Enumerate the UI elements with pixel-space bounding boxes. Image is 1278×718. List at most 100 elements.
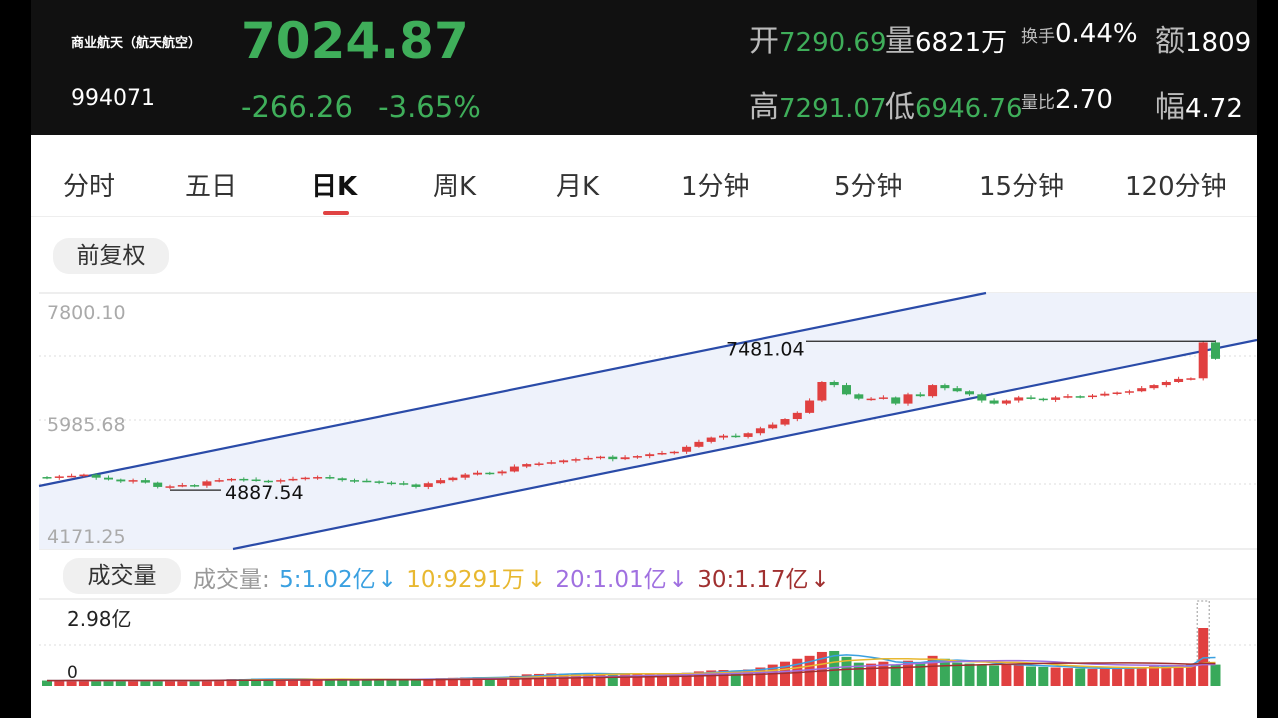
volume-bar-18 — [263, 678, 274, 686]
stat-volume-ratio: 量比2.70 — [1021, 85, 1113, 115]
candle-body-60 — [780, 419, 790, 425]
candle-body-26 — [362, 480, 372, 483]
volume-bar-14 — [214, 679, 225, 686]
candle-body-1 — [54, 476, 64, 478]
tab-monthly-k[interactable]: 月K — [556, 172, 600, 202]
candle-body-75 — [965, 391, 974, 395]
volume-bar-41 — [546, 673, 557, 686]
candle-body-25 — [350, 480, 359, 482]
candle-body-47 — [620, 457, 630, 460]
candle-body-57 — [743, 433, 753, 437]
stat-low: 低6946.76 — [885, 90, 1023, 125]
volume-bar-37 — [497, 677, 508, 686]
stat-volume: 量6821万 — [885, 24, 1008, 59]
volume-bar-72 — [927, 655, 938, 686]
candle-body-5 — [104, 477, 113, 480]
tab-intraday[interactable]: 分时 — [63, 172, 116, 202]
candle-body-15 — [227, 478, 236, 481]
tab-15min[interactable]: 15分钟 — [979, 172, 1065, 202]
volume-bar-34 — [460, 677, 471, 686]
candle-body-76 — [977, 394, 987, 401]
volume-bar-36 — [484, 677, 495, 686]
volume-bar-30 — [411, 679, 421, 686]
tab-weekly-k[interactable]: 周K — [433, 172, 477, 202]
volume-bar-57 — [743, 669, 754, 686]
volume-bar-65 — [841, 656, 852, 686]
volume-bar-67 — [866, 663, 877, 686]
candle-body-74 — [952, 388, 962, 392]
volume-bar-89 — [1136, 666, 1147, 686]
volume-bar-71 — [915, 662, 926, 686]
volume-bar-16 — [238, 678, 249, 686]
change-percent: -3.65% — [378, 90, 481, 124]
ma10-value: 10:9291万 — [406, 567, 525, 593]
volume-bar-17 — [251, 678, 262, 686]
tab-five-day[interactable]: 五日 — [185, 172, 238, 202]
candle-body-13 — [202, 481, 212, 486]
tab-1min[interactable]: 1分钟 — [681, 172, 750, 202]
volume-ma-legend: 成交量: 5:1.02亿↓ 10:9291万↓ 20:1.01亿↓ 30:1.1… — [193, 560, 832, 594]
ma20-value: 20:1.01亿 — [555, 567, 667, 593]
kline-chart[interactable]: 7481.04 4887.54 7800.10 5985.68 4171.25 2.9… — [31, 0, 1257, 718]
volume-bar-12 — [189, 680, 200, 686]
volume-bar-80 — [1026, 666, 1036, 686]
candle-body-95 — [1211, 342, 1220, 359]
stat-turnover: 换手0.44% — [1021, 19, 1138, 49]
candle-body-68 — [878, 397, 888, 399]
ma5-arrow: ↓ — [377, 567, 397, 593]
adjust-button[interactable]: 前复权 — [53, 238, 169, 274]
volume-bar-52 — [681, 672, 692, 686]
candle-body-52 — [682, 446, 692, 452]
channel-lower-line — [232, 338, 1257, 551]
candle-body-81 — [1038, 398, 1048, 401]
volume-bar-4 — [91, 680, 102, 686]
volume-bar-21 — [300, 679, 311, 686]
active-tab-indicator — [323, 211, 349, 215]
tab-daily-k[interactable]: 日K — [311, 172, 358, 202]
volume-bar-32 — [435, 678, 446, 686]
period-tabs: 分时 五日 日K 周K 月K 1分钟 5分钟 15分钟 120分钟 — [31, 148, 1257, 217]
candle-body-61 — [792, 412, 802, 420]
candle-body-0 — [42, 477, 52, 479]
volume-bar-35 — [472, 677, 483, 686]
candle-body-39 — [522, 464, 532, 467]
quote-header: 商业航天（航天航空） 994071 7024.87 -266.26 -3.65%… — [31, 0, 1257, 135]
ma10-arrow: ↓ — [526, 567, 547, 593]
volume-bar-11 — [177, 680, 188, 686]
volume-bar-87 — [1112, 668, 1123, 686]
candle-body-89 — [1137, 388, 1147, 392]
volume-bar-40 — [534, 673, 544, 686]
candle-body-66 — [854, 394, 864, 399]
candle-body-19 — [276, 480, 286, 482]
candle-body-34 — [460, 474, 470, 478]
volume-bar-15 — [226, 679, 237, 686]
candle-body-17 — [251, 479, 261, 482]
volume-bar-68 — [878, 661, 889, 686]
candle-body-53 — [694, 441, 704, 447]
volume-bar-1 — [54, 680, 65, 686]
volume-bar-24 — [337, 679, 348, 686]
volume-indicator-button[interactable]: 成交量 — [63, 558, 181, 594]
volume-bar-75 — [964, 663, 975, 686]
stat-amplitude: 幅4.72 — [1155, 90, 1243, 125]
volume-bar-42 — [558, 673, 569, 686]
volume-ma-lines — [47, 654, 1216, 682]
change-value: -266.26 — [241, 90, 353, 124]
index-name: 商业航天（航天航空） — [71, 36, 202, 51]
candle-body-72 — [928, 385, 938, 397]
tab-5min[interactable]: 5分钟 — [834, 172, 903, 202]
volume-bar-29 — [398, 679, 409, 686]
ma30-arrow: ↓ — [810, 567, 830, 593]
tab-120min[interactable]: 120分钟 — [1125, 172, 1227, 202]
candle-body-84 — [1075, 396, 1085, 398]
price-tick-0: 7800.10 — [47, 302, 126, 324]
candle-body-54 — [706, 437, 716, 442]
candle-body-10 — [165, 486, 175, 488]
volume-bar-62 — [804, 655, 815, 686]
candle-body-59 — [768, 424, 778, 429]
price-tick-2: 4171.25 — [47, 526, 126, 548]
candle-body-73 — [940, 385, 950, 389]
index-code: 994071 — [71, 86, 155, 111]
candle-body-16 — [239, 478, 249, 481]
candle-body-3 — [79, 474, 89, 477]
